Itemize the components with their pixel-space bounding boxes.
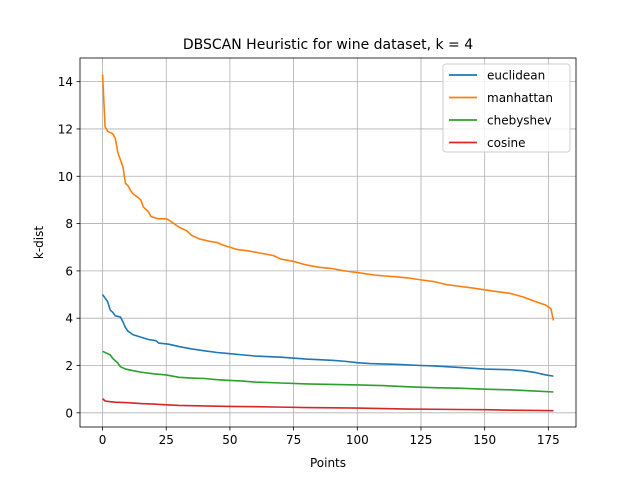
legend-label: chebyshev [487,114,552,128]
series-lines [101,74,555,412]
y-tick-label: 6 [65,264,73,278]
x-tick-label: 50 [222,433,237,447]
y-tick-label: 14 [58,75,73,89]
series-line-euclidean [101,294,554,377]
y-tick-label: 4 [65,312,73,326]
y-ticks: 0 2 4 6 8 10 12 14 [58,75,80,420]
legend-label: euclidean [487,69,545,83]
x-ticks: 0 25 50 75 100 125 150 175 [99,427,560,447]
legend-label: cosine [487,136,526,150]
x-tick-label: 125 [410,433,433,447]
legend-box [442,63,571,153]
series-line-manhattan [101,74,555,321]
y-tick-label: 8 [65,217,73,231]
x-axis-label: Points [310,456,346,470]
legend-label: manhattan [487,91,553,105]
x-tick-label: 0 [99,433,107,447]
series-line-cosine [102,398,554,412]
y-tick-label: 2 [65,359,73,373]
y-tick-label: 0 [65,406,73,420]
x-tick-label: 100 [346,433,369,447]
series-line-chebyshev [102,350,554,393]
axes-frame [79,57,577,428]
x-tick-label: 25 [159,433,174,447]
y-tick-label: 12 [58,122,73,136]
x-tick-label: 150 [473,433,496,447]
x-tick-label: 75 [286,433,301,447]
x-tick-label: 175 [537,433,560,447]
legend: euclidean manhattan chebyshev cosine [442,63,571,153]
y-axis-label: k-dist [32,226,46,259]
y-tick-label: 10 [58,170,73,184]
chart-title: DBSCAN Heuristic for wine dataset, k = 4 [183,37,473,53]
